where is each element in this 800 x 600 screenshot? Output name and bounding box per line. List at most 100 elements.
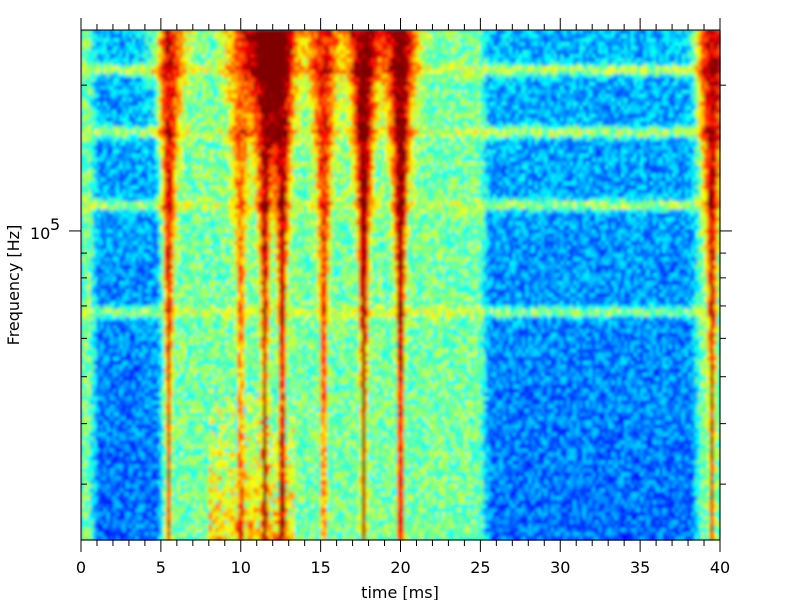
heatmap-cell [87, 328, 92, 334]
heatmap-cell [148, 404, 152, 410]
heatmap-cell [90, 468, 95, 473]
heatmap-cell [90, 133, 95, 139]
heatmap-cell [87, 488, 92, 493]
heatmap-cell [151, 312, 156, 318]
heatmap-cell [144, 253, 149, 258]
heatmap-cell [144, 368, 149, 374]
heatmap-cell [122, 376, 127, 382]
heatmap-cell [132, 332, 136, 338]
heatmap-cell [141, 372, 146, 378]
heatmap-cell [125, 536, 130, 541]
heatmap-cell [103, 416, 108, 422]
heatmap-cell [112, 37, 117, 43]
heatmap-cell [112, 65, 117, 71]
heatmap-cell [106, 396, 111, 402]
heatmap-cell [119, 89, 124, 95]
heatmap-cell [128, 229, 133, 234]
heatmap-cell [90, 49, 95, 55]
heatmap-cell [132, 57, 136, 63]
heatmap-cell [106, 65, 111, 71]
heatmap-cell [138, 149, 143, 155]
heatmap-cell [112, 109, 117, 115]
heatmap-cell [132, 296, 136, 302]
heatmap-cell [90, 181, 95, 186]
heatmap-cell [96, 125, 101, 131]
heatmap-cell [148, 520, 152, 525]
heatmap-cell [138, 320, 143, 326]
heatmap-cell [93, 344, 98, 350]
heatmap-cell [125, 420, 130, 426]
heatmap-cell [141, 468, 146, 473]
heatmap-cell [144, 129, 149, 135]
heatmap-cell [144, 480, 149, 485]
heatmap-cell [132, 229, 136, 234]
heatmap-cell [128, 41, 133, 47]
heatmap-cell [157, 404, 162, 410]
heatmap-cell [154, 277, 159, 282]
heatmap-cell [119, 237, 124, 242]
heatmap-cell [125, 261, 130, 266]
heatmap-cell [109, 241, 114, 246]
heatmap-cell [103, 392, 108, 398]
heatmap-cell [116, 376, 120, 382]
heatmap-cell [141, 528, 146, 533]
heatmap-cell [119, 273, 124, 278]
heatmap-cell [144, 77, 149, 83]
heatmap-cell [157, 296, 162, 302]
heatmap-cell [112, 69, 117, 75]
heatmap-cell [151, 273, 156, 278]
heatmap-cell [116, 344, 120, 350]
heatmap-cell [81, 488, 85, 493]
heatmap-cell [109, 193, 114, 198]
heatmap-cell [116, 328, 120, 334]
heatmap-cell [103, 340, 108, 346]
heatmap-cell [128, 444, 133, 449]
heatmap-cell [122, 356, 127, 362]
heatmap-cell [119, 201, 124, 206]
heatmap-cell [135, 504, 140, 509]
heatmap-cell [109, 41, 114, 47]
heatmap-cell [135, 193, 140, 198]
heatmap-cell [122, 424, 127, 430]
heatmap-cell [90, 121, 95, 127]
heatmap-cell [164, 237, 168, 242]
heatmap-cell [151, 89, 156, 95]
heatmap-cell [154, 348, 159, 354]
heatmap-cell [128, 352, 133, 358]
heatmap-cell [138, 117, 143, 123]
heatmap-cell [96, 217, 101, 222]
heatmap-cell [84, 85, 88, 91]
heatmap-cell [128, 412, 133, 418]
heatmap-cell [164, 300, 168, 306]
heatmap-cell [132, 101, 136, 107]
heatmap-cell [109, 269, 114, 274]
heatmap-cell [93, 424, 98, 430]
heatmap-cell [103, 173, 108, 179]
heatmap-cell [125, 296, 130, 302]
heatmap-cell [151, 233, 156, 238]
heatmap-cell [106, 308, 111, 314]
heatmap-cell [125, 81, 130, 87]
heatmap-cell [103, 508, 108, 513]
heatmap-cell [128, 524, 133, 529]
heatmap-cell [141, 500, 146, 505]
heatmap-cell [157, 520, 162, 525]
heatmap-cell [138, 404, 143, 410]
heatmap-cell [109, 320, 114, 326]
heatmap-cell [100, 209, 104, 214]
heatmap-cell [84, 388, 88, 394]
heatmap-cell [151, 165, 156, 171]
heatmap-cell [84, 213, 88, 218]
heatmap-cell [160, 504, 165, 509]
heatmap-cell [103, 336, 108, 342]
heatmap-cell [164, 137, 168, 143]
heatmap-cell [122, 336, 127, 342]
heatmap-cell [84, 61, 88, 67]
heatmap-cell [151, 69, 156, 75]
heatmap-cell [90, 65, 95, 71]
heatmap-cell [116, 145, 120, 151]
heatmap-cell [125, 336, 130, 342]
heatmap-cell [93, 217, 98, 222]
heatmap-cell [90, 93, 95, 99]
heatmap-cell [144, 468, 149, 473]
